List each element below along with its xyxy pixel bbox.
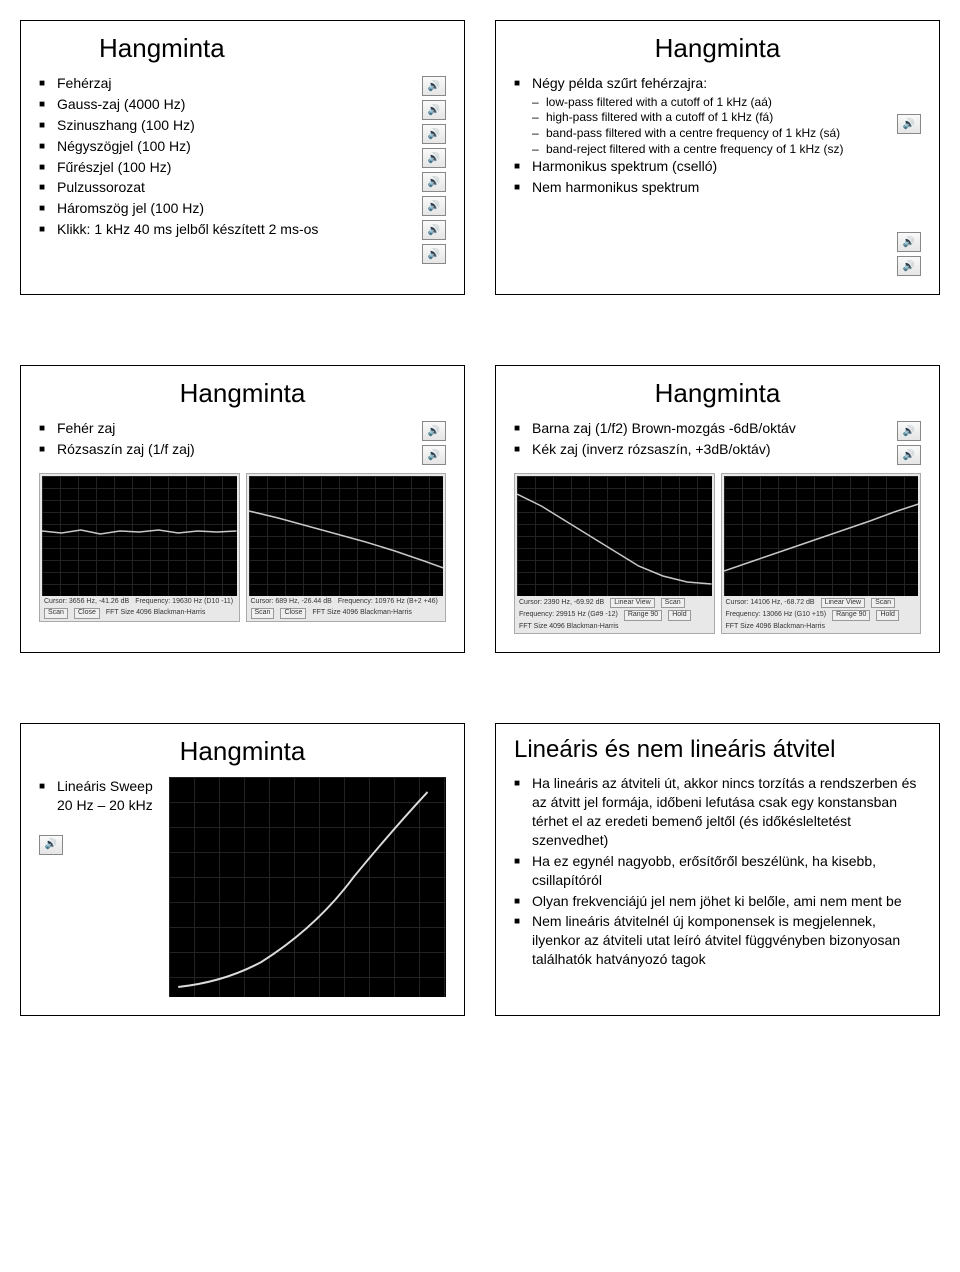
slide-title: Hangminta (39, 378, 446, 409)
spectrum-chart-blue-noise: Cursor: 14106 Hz, -68.72 dB Linear View … (721, 473, 922, 634)
list-item: Ha lineáris az átviteli út, akkor nincs … (514, 774, 921, 850)
speaker-icon[interactable]: 🔊 (422, 445, 446, 465)
list-item: Háromszög jel (100 Hz) (39, 199, 412, 218)
speaker-icon[interactable]: 🔊 (422, 421, 446, 441)
list-item: Klikk: 1 kHz 40 ms jelből készített 2 ms… (39, 220, 412, 239)
speaker-icon[interactable]: 🔊 (897, 114, 921, 134)
slide-linearis: Lineáris és nem lineáris átvitel Ha line… (495, 723, 940, 1016)
fft-label: FFT Size 4096 Blackman-Harris (312, 609, 411, 617)
linear-view-button[interactable]: Linear View (610, 598, 654, 608)
list-item: Lineáris Sweep 20 Hz – 20 kHz (39, 777, 159, 815)
scan-button[interactable]: Scan (661, 598, 685, 608)
freq-label: Frequency: 19630 Hz (D10 -11) (135, 598, 233, 606)
speaker-icon[interactable]: 🔊 (422, 76, 446, 96)
cursor-label: Cursor: 3656 Hz, -41.26 dB (44, 598, 129, 606)
spectrum-chart-brown-noise: Cursor: 2390 Hz, -69.92 dB Linear View S… (514, 473, 715, 634)
fft-label: FFT Size 4096 Blackman-Harris (519, 623, 618, 631)
list-item: Szinuszhang (100 Hz) (39, 116, 412, 135)
hold-button[interactable]: Hold (876, 610, 898, 620)
bullet-list: Fehérzaj Gauss-zaj (4000 Hz) Szinuszhang… (39, 74, 412, 239)
slide-hangminta-5: Hangminta Lineáris Sweep 20 Hz – 20 kHz … (20, 723, 465, 1016)
list-item: Gauss-zaj (4000 Hz) (39, 95, 412, 114)
sweep-chart (169, 777, 446, 997)
speaker-icon-column: 🔊 🔊 🔊 🔊 🔊 🔊 🔊 🔊 (422, 74, 446, 264)
slide-title: Lineáris és nem lineáris átvitel (514, 736, 921, 764)
speaker-icon[interactable]: 🔊 (422, 196, 446, 216)
slides-grid: Hangminta Fehérzaj Gauss-zaj (4000 Hz) S… (20, 20, 940, 1016)
cursor-label: Cursor: 2390 Hz, -69.92 dB (519, 599, 604, 607)
freq-label: Frequency: 13066 Hz (G10 +15) (726, 611, 827, 619)
list-item: Pulzussorozat (39, 178, 412, 197)
list-item: Fűrészjel (100 Hz) (39, 158, 412, 177)
sub-item: high-pass filtered with a cutoff of 1 kH… (532, 110, 887, 126)
range-button[interactable]: Range 90 (624, 610, 662, 620)
scan-button[interactable]: Scan (251, 608, 275, 618)
list-item: Rózsaszín zaj (1/f zaj) (39, 440, 412, 459)
linear-view-button[interactable]: Linear View (821, 598, 865, 608)
range-button[interactable]: Range 90 (832, 610, 870, 620)
slide-hangminta-2: Hangminta Négy példa szűrt fehérzajra: l… (495, 20, 940, 295)
slide-title: Hangminta (514, 33, 921, 64)
list-item: Kék zaj (inverz rózsaszín, +3dB/oktáv) (514, 440, 887, 459)
freq-label: Frequency: 29915 Hz (G#9 -12) (519, 611, 618, 619)
speaker-icon[interactable]: 🔊 (422, 172, 446, 192)
fft-label: FFT Size 4096 Blackman-Harris (106, 609, 205, 617)
fft-label: FFT Size 4096 Blackman-Harris (726, 623, 825, 631)
list-item: Nem harmonikus spektrum (514, 178, 887, 197)
speaker-icon[interactable]: 🔊 (897, 421, 921, 441)
speaker-icon[interactable]: 🔊 (422, 100, 446, 120)
list-item: Négy példa szűrt fehérzajra: (514, 74, 887, 93)
close-button[interactable]: Close (280, 608, 306, 618)
sub-item: band-reject filtered with a centre frequ… (532, 142, 887, 158)
speaker-icon[interactable]: 🔊 (897, 256, 921, 276)
speaker-icon[interactable]: 🔊 (422, 124, 446, 144)
list-item: Fehérzaj (39, 74, 412, 93)
speaker-icon[interactable]: 🔊 (897, 232, 921, 252)
speaker-icon[interactable]: 🔊 (422, 148, 446, 168)
close-button[interactable]: Close (74, 608, 100, 618)
cursor-label: Cursor: 14106 Hz, -68.72 dB (726, 599, 815, 607)
spectrum-chart-pink-noise: Cursor: 689 Hz, -26.44 dB Frequency: 109… (246, 473, 447, 622)
hold-button[interactable]: Hold (668, 610, 690, 620)
freq-label: Frequency: 10976 Hz (B+2 +46) (338, 598, 438, 606)
slide-title: Hangminta (514, 378, 921, 409)
scan-button[interactable]: Scan (871, 598, 895, 608)
list-item: Harmonikus spektrum (cselló) (514, 157, 887, 176)
scan-button[interactable]: Scan (44, 608, 68, 618)
speaker-icon[interactable]: 🔊 (39, 835, 63, 855)
spectrum-chart-white-noise: Cursor: 3656 Hz, -41.26 dB Frequency: 19… (39, 473, 240, 622)
sub-item: low-pass filtered with a cutoff of 1 kHz… (532, 95, 887, 111)
list-item: Négyszögjel (100 Hz) (39, 137, 412, 156)
slide-hangminta-1: Hangminta Fehérzaj Gauss-zaj (4000 Hz) S… (20, 20, 465, 295)
speaker-icon[interactable]: 🔊 (897, 445, 921, 465)
list-item: Nem lineáris átvitelnél új komponensek i… (514, 912, 921, 969)
list-item: Fehér zaj (39, 419, 412, 438)
list-item: Olyan frekvenciájú jel nem jöhet ki belő… (514, 892, 921, 911)
slide-title: Hangminta (39, 736, 446, 767)
speaker-icon[interactable]: 🔊 (422, 220, 446, 240)
speaker-icon[interactable]: 🔊 (422, 244, 446, 264)
list-item: Ha ez egynél nagyobb, erősítőről beszélü… (514, 852, 921, 890)
slide-hangminta-3: Hangminta Fehér zaj Rózsaszín zaj (1/f z… (20, 365, 465, 653)
slide-title: Hangminta (39, 33, 446, 64)
slide-hangminta-4: Hangminta Barna zaj (1/f2) Brown-mozgás … (495, 365, 940, 653)
list-item: Barna zaj (1/f2) Brown-mozgás -6dB/oktáv (514, 419, 887, 438)
sub-item: band-pass filtered with a centre frequen… (532, 126, 887, 142)
cursor-label: Cursor: 689 Hz, -26.44 dB (251, 598, 332, 606)
